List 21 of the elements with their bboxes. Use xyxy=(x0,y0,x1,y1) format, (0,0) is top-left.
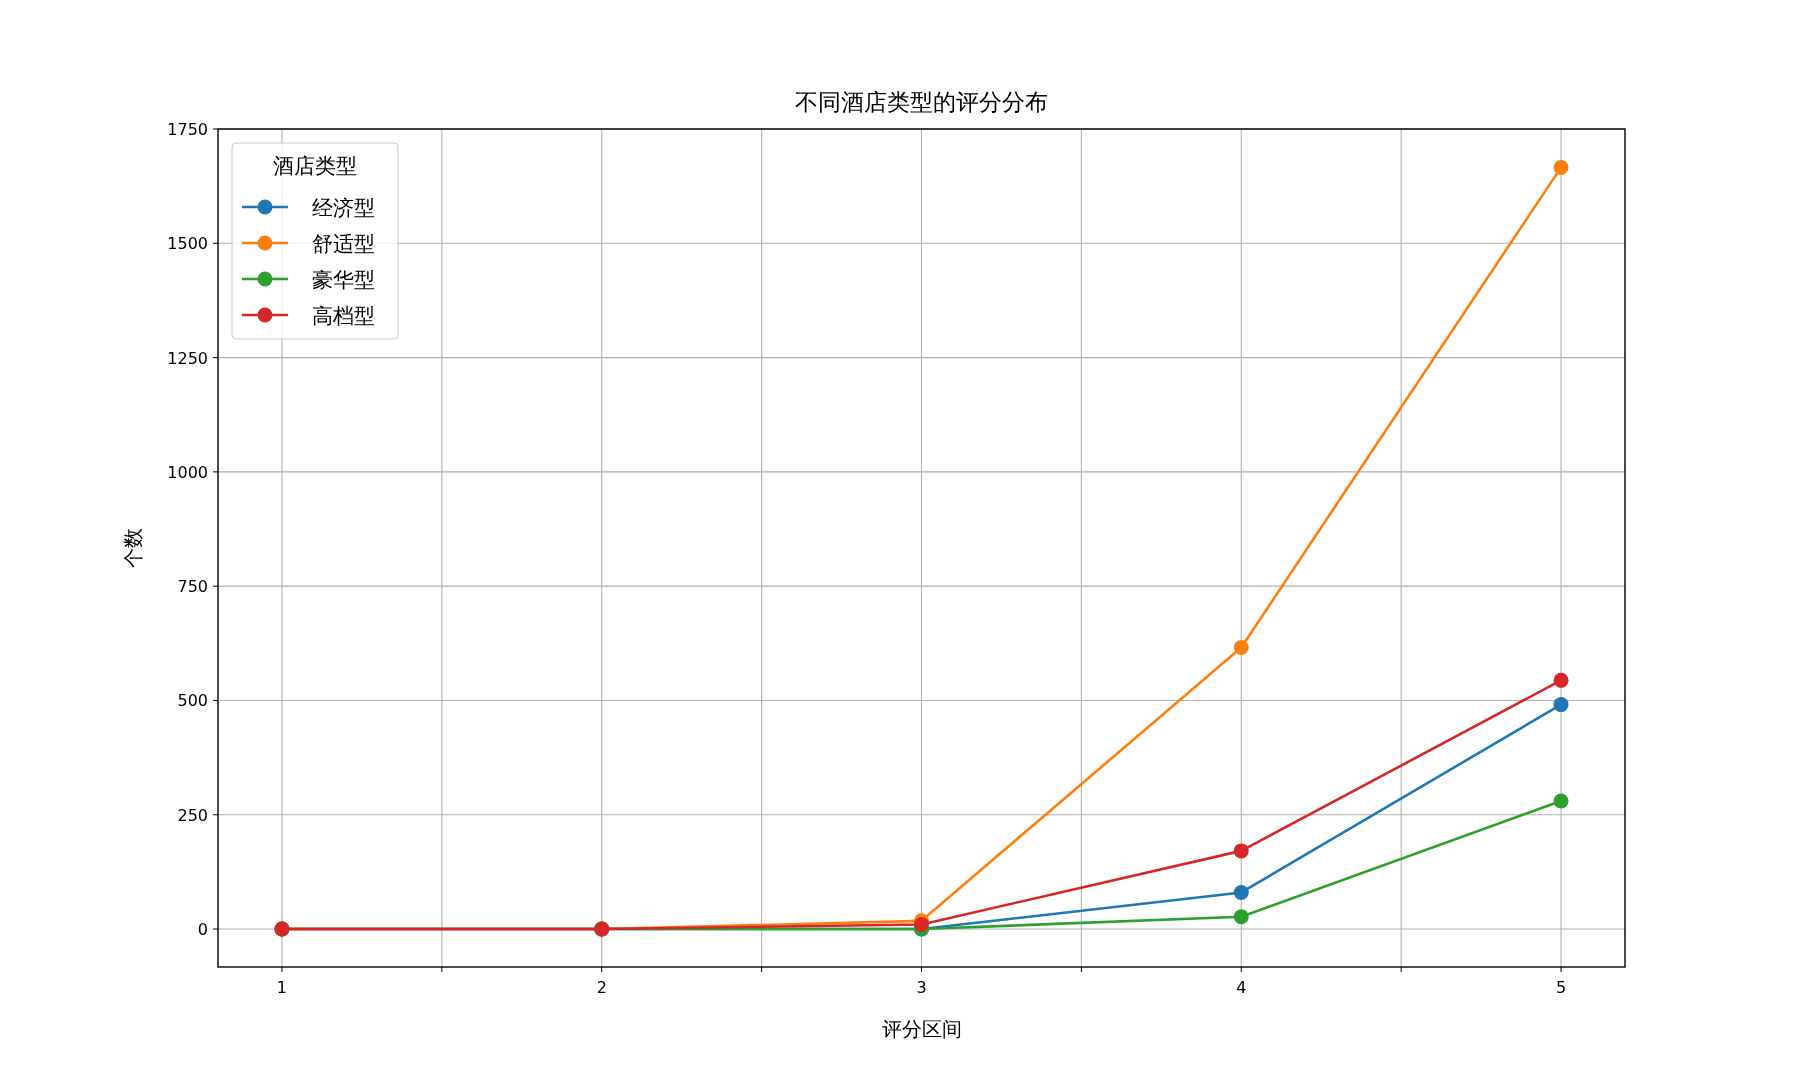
y-tick-label: 1500 xyxy=(167,234,208,254)
y-tick-label: 1250 xyxy=(167,348,208,368)
y-tick-label: 750 xyxy=(177,577,208,597)
legend-label: 高档型 xyxy=(312,304,375,328)
x-tick-label: 1 xyxy=(276,978,288,997)
legend-label: 舒适型 xyxy=(312,232,375,256)
y-axis-title: 个数 xyxy=(121,528,145,568)
x-axis-title: 评分区间 xyxy=(881,1017,962,1041)
legend-label: 经济型 xyxy=(312,196,375,220)
x-tick-label: 2 xyxy=(596,978,607,997)
legend-label: 豪华型 xyxy=(312,268,375,292)
y-tick-label: 250 xyxy=(177,805,208,825)
y-tick-label: 1750 xyxy=(167,120,208,139)
chart-title: 不同酒店类型的评分分布 xyxy=(795,89,1048,115)
y-tick-label: 1000 xyxy=(167,462,208,482)
x-tick-label: 4 xyxy=(1236,978,1247,997)
y-tick-label: 500 xyxy=(177,691,208,711)
legend-title: 酒店类型 xyxy=(273,154,357,178)
x-tick-label: 3 xyxy=(916,978,927,997)
y-tick-label: 0 xyxy=(197,920,208,940)
x-tick-label: 5 xyxy=(1555,978,1567,997)
